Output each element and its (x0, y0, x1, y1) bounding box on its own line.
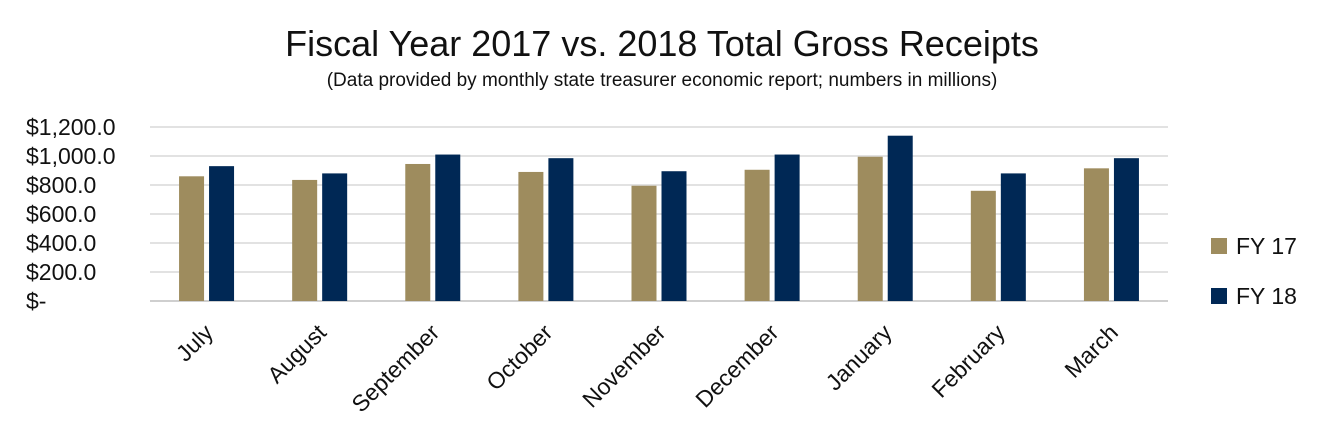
x-category-label: September (346, 319, 444, 417)
x-category-label: August (262, 319, 331, 388)
legend-swatch (1211, 288, 1227, 304)
x-category-label: October (481, 319, 557, 395)
bar-fy17-december (744, 169, 770, 301)
bar-fy17-october (518, 171, 544, 301)
bar-fy18-november (661, 171, 687, 301)
x-axis-category-labels: July August September October November Decemb… (171, 319, 1123, 417)
y-tick-label: $200.0 (26, 259, 96, 285)
y-tick-label: $400.0 (26, 230, 96, 256)
bar-fy17-january (857, 156, 883, 301)
legend-swatch (1211, 238, 1227, 254)
bar-fy18-october (548, 158, 574, 301)
chart-title: Fiscal Year 2017 vs. 2018 Total Gross Re… (285, 23, 1039, 64)
y-tick-label: $- (26, 288, 46, 314)
bar-fy17-march (1083, 168, 1109, 301)
x-category-label: February (926, 319, 1010, 403)
bar-fy18-january (887, 135, 913, 301)
bar-fy18-february (1000, 173, 1026, 301)
x-category-label: November (577, 319, 671, 413)
bar-fy18-march (1113, 158, 1139, 301)
legend-label: FY 17 (1236, 233, 1297, 259)
legend: FY 17 FY 18 (1211, 233, 1297, 309)
chart-subtitle: (Data provided by monthly state treasure… (327, 70, 998, 91)
legend-label: FY 18 (1236, 283, 1297, 309)
bar-fy17-august (292, 179, 318, 301)
y-tick-label: $800.0 (26, 172, 96, 198)
y-tick-label: $600.0 (26, 201, 96, 227)
x-category-label: July (171, 319, 219, 367)
x-category-label: March (1059, 319, 1123, 383)
bar-fy17-september (405, 163, 431, 301)
bars (179, 135, 1139, 301)
bar-fy18-december (774, 154, 800, 301)
bar-fy18-august (322, 173, 348, 301)
bar-fy17-july (179, 176, 205, 301)
gridlines (150, 126, 1168, 302)
y-tick-label: $1,200.0 (26, 114, 116, 140)
bar-fy17-february (970, 190, 996, 301)
y-tick-label: $1,000.0 (26, 143, 116, 169)
x-category-label: January (821, 319, 898, 396)
bar-fy18-july (209, 166, 235, 301)
y-axis-tick-labels: $1,200.0 $1,000.0 $800.0 $600.0 $400.0 $200.0… (26, 114, 116, 314)
x-category-label: December (690, 319, 784, 413)
bar-fy17-november (631, 185, 657, 301)
bar-fy18-september (435, 154, 461, 301)
